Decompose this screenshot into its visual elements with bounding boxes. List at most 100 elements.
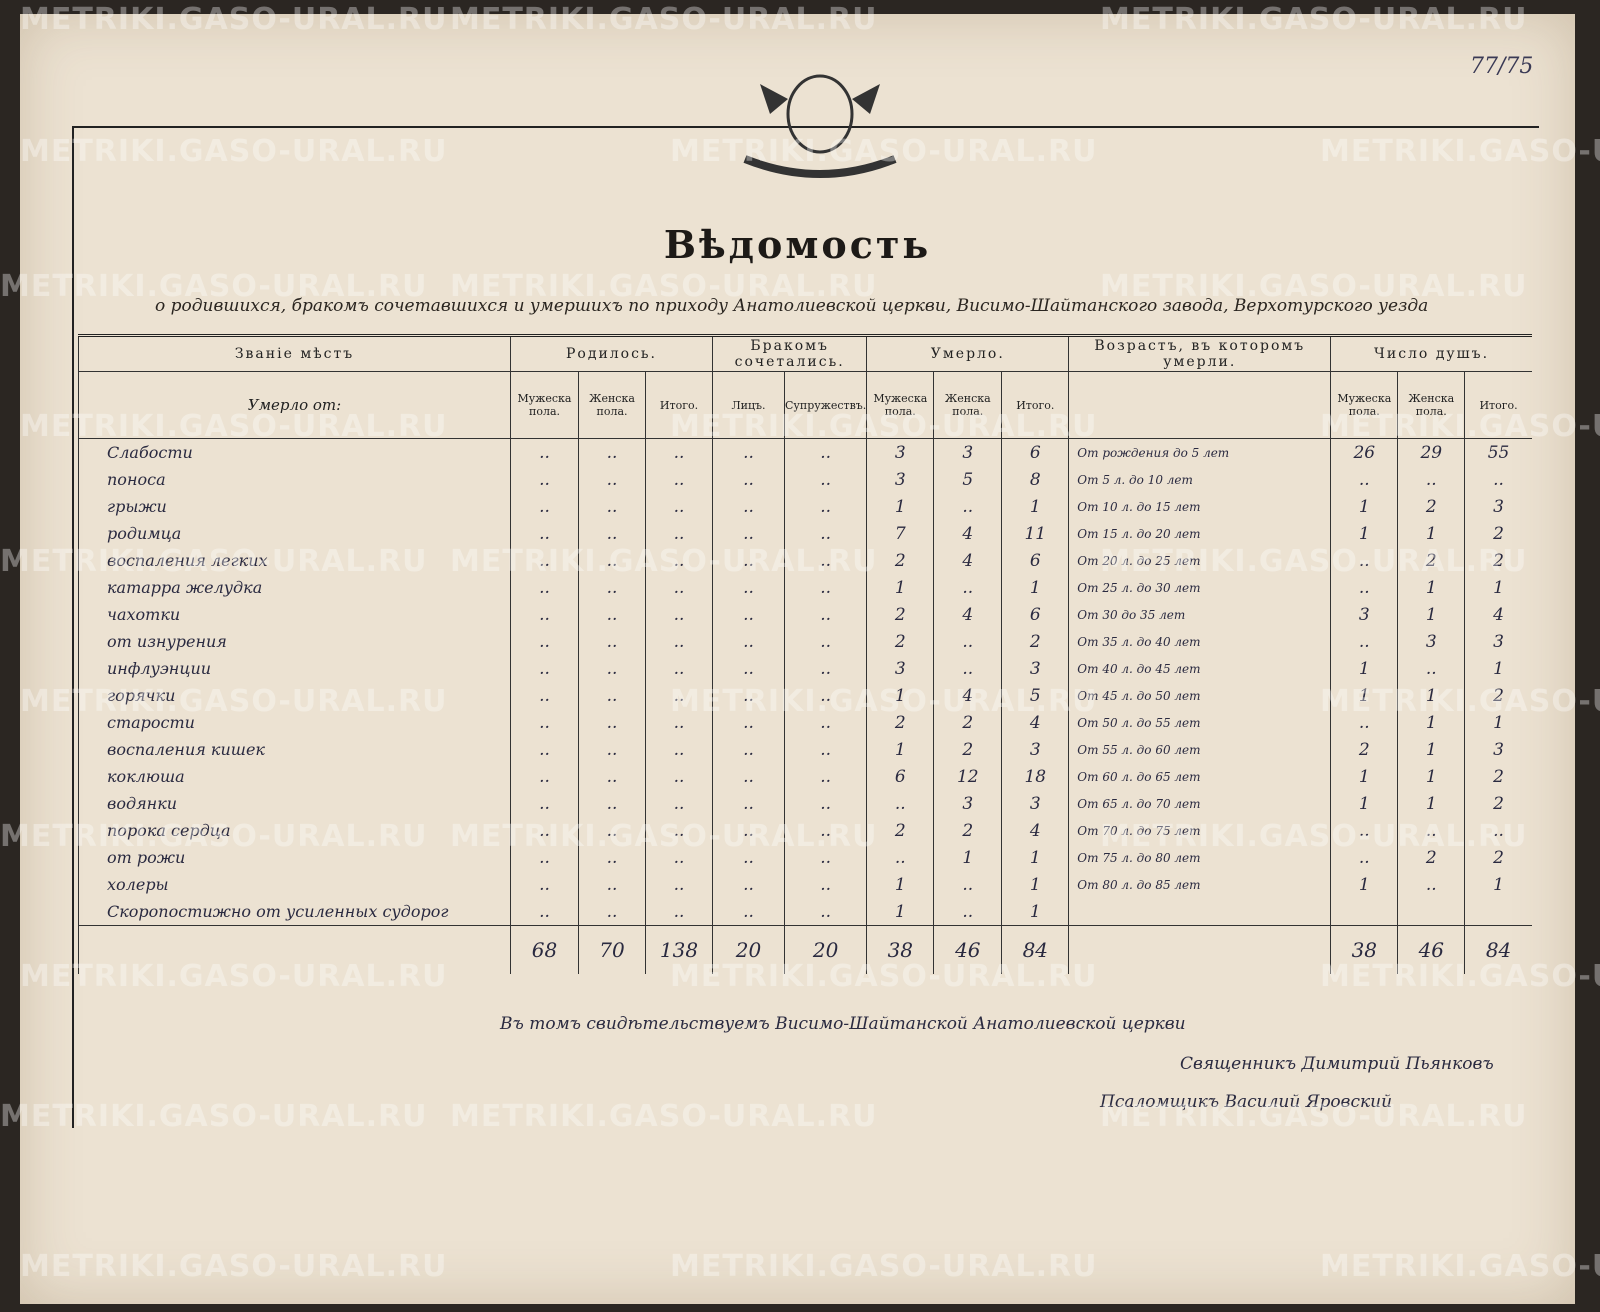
count-cell: 3 xyxy=(933,790,1002,817)
count-cell: .. xyxy=(578,682,646,709)
total-cell: 70 xyxy=(578,925,646,974)
count-cell: .. xyxy=(712,466,785,493)
count-cell: .. xyxy=(645,790,713,817)
count-cell: .. xyxy=(1397,871,1465,898)
age-cell: От 60 л. до 65 лет xyxy=(1068,763,1331,790)
count-cell: .. xyxy=(510,790,579,817)
count-cell: 1 xyxy=(866,736,934,763)
count-cell: .. xyxy=(783,547,867,574)
count-cell: 1 xyxy=(1330,763,1398,790)
count-cell: .. xyxy=(1330,547,1398,574)
count-cell: .. xyxy=(645,547,713,574)
group-header: Бракомъ сочетались. xyxy=(711,334,867,372)
data-row: старости.......... 2 2 4 От 50 л. до 55 лет.… xyxy=(78,709,1532,736)
count-cell: .. xyxy=(933,574,1002,601)
register-table: Званіе мѣстъ Родилось. Бракомъ сочетались.… xyxy=(78,334,1532,974)
count-cell: .. xyxy=(1330,709,1398,736)
count-cell: 3 xyxy=(866,466,934,493)
count-cell: 3 xyxy=(1001,790,1069,817)
count-cell: .. xyxy=(578,574,646,601)
data-row: катарра желудка.......... 1.. 1 От 25 л. до… xyxy=(78,574,1532,601)
count-cell: 3 xyxy=(1001,655,1069,682)
cause-cell: от рожи xyxy=(78,844,511,871)
count-cell: 3 xyxy=(1330,601,1398,628)
watermark: METRIKI.GASO-URAL.RU xyxy=(1320,1249,1600,1284)
count-cell: 2 xyxy=(1464,763,1532,790)
count-cell: .. xyxy=(510,493,579,520)
count-cell: .. xyxy=(510,601,579,628)
count-cell: 8 xyxy=(1001,466,1069,493)
count-cell: .. xyxy=(783,871,867,898)
count-cell: .. xyxy=(1397,466,1465,493)
watermark: METRIKI.GASO-URAL.RU xyxy=(1320,409,1600,444)
watermark: METRIKI.GASO-URAL.RU xyxy=(670,959,1098,994)
count-cell: .. xyxy=(1397,817,1465,844)
group-header: Званіе мѣстъ xyxy=(78,334,511,372)
age-subheader-blank xyxy=(1068,371,1331,439)
watermark: METRIKI.GASO-URAL.RU xyxy=(1100,1099,1528,1134)
count-cell: .. xyxy=(645,763,713,790)
subtitle: о родившихся, бракомъ сочетавшихся и уме… xyxy=(155,296,1429,316)
count-cell: .. xyxy=(866,844,934,871)
total-cell: 46 xyxy=(933,925,1002,974)
count-cell: .. xyxy=(783,817,867,844)
cause-cell: родимца xyxy=(78,520,511,547)
count-cell: 1 xyxy=(1464,709,1532,736)
count-cell: .. xyxy=(645,871,713,898)
age-cell xyxy=(1068,898,1331,926)
count-cell: 3 xyxy=(1464,493,1532,520)
count-cell: .. xyxy=(578,898,646,926)
age-cell: От 65 л. до 70 лет xyxy=(1068,790,1331,817)
count-cell: .. xyxy=(712,736,785,763)
count-cell: 3 xyxy=(933,438,1002,466)
total-cell xyxy=(1068,925,1331,974)
count-cell: 3 xyxy=(1397,628,1465,655)
count-cell: .. xyxy=(645,574,713,601)
cause-cell: Слабости xyxy=(78,438,511,466)
count-cell: 4 xyxy=(1001,709,1069,736)
count-cell: .. xyxy=(1464,466,1532,493)
count-cell: .. xyxy=(783,655,867,682)
age-cell: От 50 л. до 55 лет xyxy=(1068,709,1331,736)
count-cell: 4 xyxy=(1001,817,1069,844)
count-cell: 2 xyxy=(1397,844,1465,871)
age-cell: От 35 л. до 40 лет xyxy=(1068,628,1331,655)
age-cell: От 15 л. до 20 лет xyxy=(1068,520,1331,547)
watermark: METRIKI.GASO-URAL.RU xyxy=(450,544,878,579)
count-cell: .. xyxy=(783,682,867,709)
count-cell: .. xyxy=(1330,466,1398,493)
cause-cell: грыжи xyxy=(78,493,511,520)
count-cell: .. xyxy=(510,817,579,844)
count-cell xyxy=(1464,898,1532,926)
count-cell: .. xyxy=(510,709,579,736)
count-cell: 1 xyxy=(866,574,934,601)
total-cell: 84 xyxy=(1001,925,1069,974)
watermark: METRIKI.GASO-URAL.RU xyxy=(0,1099,428,1134)
cause-cell: чахотки xyxy=(78,601,511,628)
header-row: Званіе мѣстъ Родилось. Бракомъ сочетались.… xyxy=(78,334,1532,372)
count-cell: 3 xyxy=(866,655,934,682)
watermark: METRIKI.GASO-URAL.RU xyxy=(0,544,428,579)
count-cell: .. xyxy=(578,628,646,655)
count-cell: 1 xyxy=(1001,844,1069,871)
count-cell: .. xyxy=(578,493,646,520)
age-cell: От 10 л. до 15 лет xyxy=(1068,493,1331,520)
count-cell: .. xyxy=(510,574,579,601)
count-cell: .. xyxy=(933,493,1002,520)
watermark: METRIKI.GASO-URAL.RU xyxy=(1320,134,1600,169)
count-cell: 3 xyxy=(1464,736,1532,763)
column-header: Лицъ. xyxy=(712,371,785,439)
count-cell: .. xyxy=(510,898,579,926)
data-row: коклюша.......... 6 12 18 От 60 л. до 65 лет… xyxy=(78,763,1532,790)
age-cell: От 75 л. до 80 лет xyxy=(1068,844,1331,871)
count-cell: .. xyxy=(933,871,1002,898)
count-cell: .. xyxy=(712,493,785,520)
count-cell: 1 xyxy=(1464,871,1532,898)
watermark: METRIKI.GASO-URAL.RU xyxy=(1100,544,1528,579)
cause-cell: водянки xyxy=(78,790,511,817)
count-cell: 1 xyxy=(1397,520,1465,547)
watermark: METRIKI.GASO-URAL.RU xyxy=(670,134,1098,169)
count-cell: .. xyxy=(645,438,713,466)
count-cell: 4 xyxy=(933,520,1002,547)
